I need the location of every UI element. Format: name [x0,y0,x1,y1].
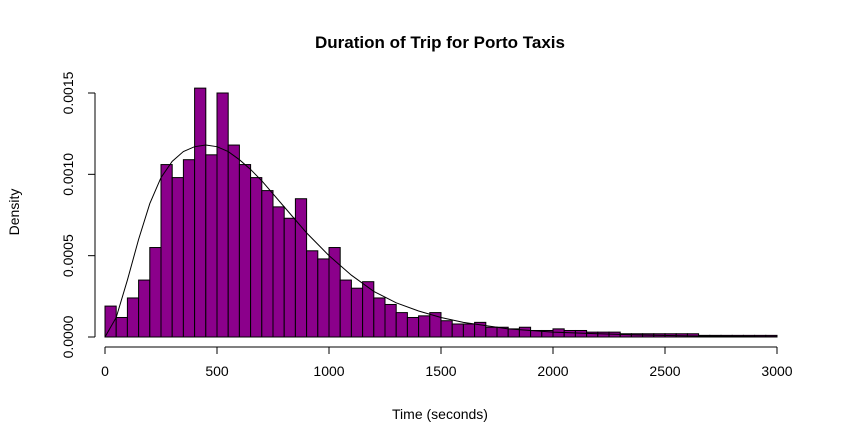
histogram-bar [686,333,700,338]
histogram-bar [373,297,386,338]
histogram-bar [485,326,498,338]
density-curve-layer [104,144,778,338]
y-tick-label: 0.0000 [60,315,76,358]
histogram-bar [104,305,117,338]
histogram-bar [586,331,599,338]
histogram-bar [440,320,453,338]
histogram-bar [462,323,476,338]
histogram-bar [115,316,128,338]
x-tick-label: 2500 [649,363,680,379]
histogram-bar [272,206,285,338]
y-axis-label: Density [6,189,22,236]
histogram-bar [418,315,431,338]
histogram-bar [194,87,207,338]
histogram-bar [350,287,364,338]
histogram-bar [384,303,397,338]
histogram-bar [171,177,184,338]
y-tick-label: 0.0005 [60,234,76,277]
histogram-bar [395,312,408,338]
y-axis: 0.0000 0.0005 0.0010 0.0015 [60,71,96,358]
density-curve [104,144,778,338]
y-tick-label: 0.0010 [60,153,76,196]
chart-title: Duration of Trip for Porto Taxis [315,33,565,52]
histogram-bar [216,92,229,338]
x-tick-label: 0 [101,363,109,379]
histogram-bars [104,87,778,338]
histogram-bar [227,144,240,338]
histogram-bar [283,217,296,338]
histogram-bar [238,164,252,338]
histogram-bar [182,159,196,338]
histogram-bar [149,247,162,338]
histogram-bar [160,164,173,338]
x-tick-label: 1000 [313,363,344,379]
histogram-bar [138,279,151,338]
x-tick-label: 500 [205,363,229,379]
histogram-bar [250,177,263,338]
x-tick-label: 1500 [425,363,456,379]
histogram-bar [339,279,352,338]
histogram-bar [507,328,520,338]
y-tick-label: 0.0015 [60,71,76,114]
histogram-bar [205,154,218,338]
histogram-bar [597,331,610,338]
x-axis-label: Time (seconds) [392,406,488,422]
histogram-bar [261,190,274,338]
histogram-bar [451,323,464,338]
x-tick-label: 2000 [537,363,568,379]
histogram-bar [126,297,140,338]
x-tick-label: 3000 [761,363,792,379]
histogram-bar [306,250,319,338]
histogram-bar [294,198,308,338]
histogram-bar [406,316,420,338]
x-axis: 0 500 1000 1500 2000 2500 3000 [101,346,793,379]
histogram-bar [563,329,576,338]
histogram-bar [518,326,532,338]
histogram-bar [317,258,330,338]
